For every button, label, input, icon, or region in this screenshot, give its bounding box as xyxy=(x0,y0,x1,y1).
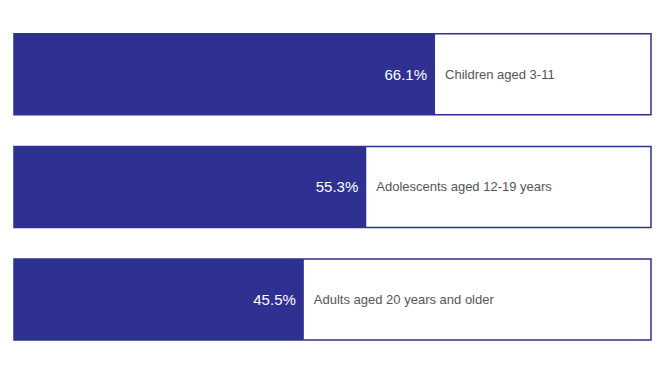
svg-text:Children aged 3-11: Children aged 3-11 xyxy=(445,67,555,82)
svg-text:66.1%: 66.1% xyxy=(385,66,428,83)
svg-text:55.3%: 55.3% xyxy=(316,178,359,195)
svg-text:45.5%: 45.5% xyxy=(253,291,296,308)
svg-text:Adolescents aged 12-19 years: Adolescents aged 12-19 years xyxy=(376,179,552,194)
svg-text:Adults aged 20 years and older: Adults aged 20 years and older xyxy=(314,292,495,307)
